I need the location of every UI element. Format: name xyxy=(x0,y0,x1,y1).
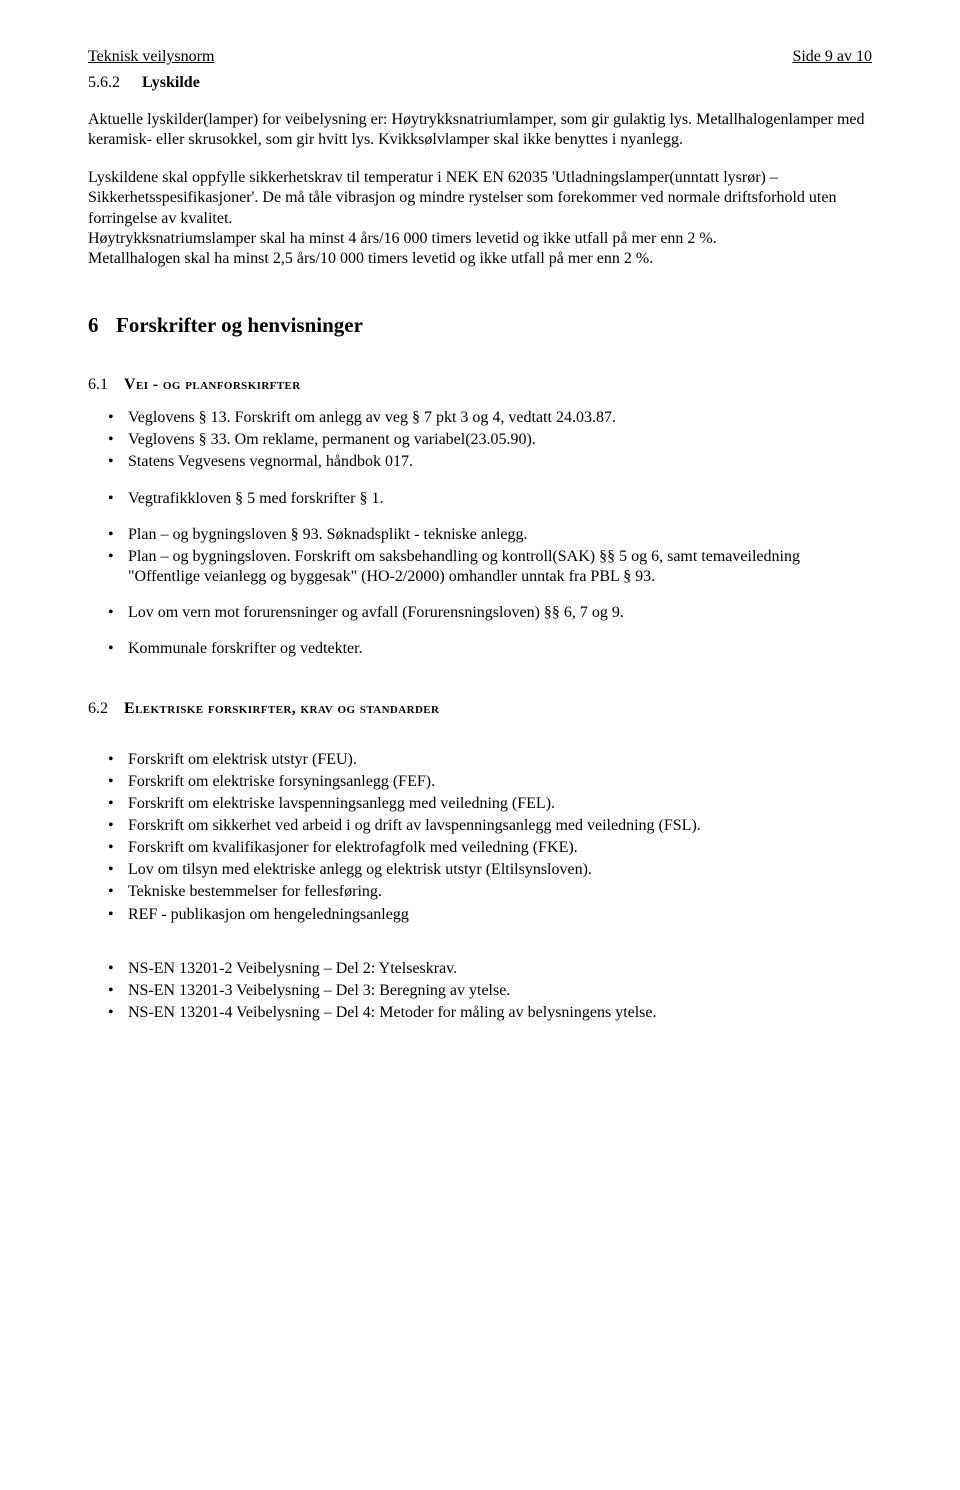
section-562-paragraph-3: Høytrykksnatriumslamper skal ha minst 4 … xyxy=(88,229,872,249)
list-item: Forskrift om elektriske forsyningsanlegg… xyxy=(88,772,872,792)
section-62-heading: 6.2Elektriske forskirfter, krav og stand… xyxy=(88,700,872,718)
list-item: NS-EN 13201-4 Veibelysning – Del 4: Meto… xyxy=(88,1003,872,1023)
section-6-title: Forskrifter og henvisninger xyxy=(116,313,363,337)
section-62-title: Elektriske forskirfter, krav og standard… xyxy=(124,700,439,717)
section-562-paragraph-2: Lyskildene skal oppfylle sikkerhetskrav … xyxy=(88,168,872,228)
list-item: Veglovens § 13. Forskrift om anlegg av v… xyxy=(88,408,872,428)
section-62-list-1: Forskrift om elektrisk utstyr (FEU). For… xyxy=(88,750,872,925)
document-page: Teknisk veilysnorm Side 9 av 10 5.6.2Lys… xyxy=(0,0,960,1089)
section-562-paragraph-1: Aktuelle lyskilder(lamper) for veibelysn… xyxy=(88,110,872,150)
list-item: Veglovens § 33. Om reklame, permanent og… xyxy=(88,430,872,450)
list-item: Kommunale forskrifter og vedtekter. xyxy=(88,639,872,659)
section-62-number: 6.2 xyxy=(88,700,124,718)
section-61-heading: 6.1Vei - og planforskirfter xyxy=(88,376,872,394)
header-left: Teknisk veilysnorm xyxy=(88,48,214,66)
list-item: Forskrift om elektriske lavspenningsanle… xyxy=(88,794,872,814)
section-62-list-2: NS-EN 13201-2 Veibelysning – Del 2: Ytel… xyxy=(88,959,872,1023)
list-item: Plan – og bygningsloven. Forskrift om sa… xyxy=(88,547,872,587)
section-562-number: 5.6.2 xyxy=(88,74,142,92)
list-item: Plan – og bygningsloven § 93. Søknadspli… xyxy=(88,525,872,545)
list-item: NS-EN 13201-3 Veibelysning – Del 3: Bere… xyxy=(88,981,872,1001)
list-item: Forskrift om sikkerhet ved arbeid i og d… xyxy=(88,816,872,836)
list-item: Tekniske bestemmelser for fellesføring. xyxy=(88,882,872,902)
section-61-list-1: Veglovens § 13. Forskrift om anlegg av v… xyxy=(88,408,872,472)
page-header: Teknisk veilysnorm Side 9 av 10 xyxy=(88,48,872,66)
section-6-heading: 6Forskrifter og henvisninger xyxy=(88,313,872,338)
list-item: Forskrift om kvalifikasjoner for elektro… xyxy=(88,838,872,858)
header-right: Side 9 av 10 xyxy=(792,48,872,66)
section-61-number: 6.1 xyxy=(88,376,124,394)
section-562-paragraph-4: Metallhalogen skal ha minst 2,5 års/10 0… xyxy=(88,249,872,269)
list-item: Lov om vern mot forurensninger og avfall… xyxy=(88,603,872,623)
list-item: REF - publikasjon om hengeledningsanlegg xyxy=(88,905,872,925)
list-item: NS-EN 13201-2 Veibelysning – Del 2: Ytel… xyxy=(88,959,872,979)
list-item: Statens Vegvesens vegnormal, håndbok 017… xyxy=(88,452,872,472)
section-61-list-5: Kommunale forskrifter og vedtekter. xyxy=(88,639,872,659)
section-562-heading: 5.6.2Lyskilde xyxy=(88,74,872,92)
section-562-title: Lyskilde xyxy=(142,74,200,91)
section-61-list-3: Plan – og bygningsloven § 93. Søknadspli… xyxy=(88,525,872,587)
list-item: Forskrift om elektrisk utstyr (FEU). xyxy=(88,750,872,770)
section-61-list-4: Lov om vern mot forurensninger og avfall… xyxy=(88,603,872,623)
list-item: Lov om tilsyn med elektriske anlegg og e… xyxy=(88,860,872,880)
section-61-list-2: Vegtrafikkloven § 5 med forskrifter § 1. xyxy=(88,489,872,509)
section-6-number: 6 xyxy=(88,313,116,338)
list-item: Vegtrafikkloven § 5 med forskrifter § 1. xyxy=(88,489,872,509)
section-61-title: Vei - og planforskirfter xyxy=(124,376,301,393)
